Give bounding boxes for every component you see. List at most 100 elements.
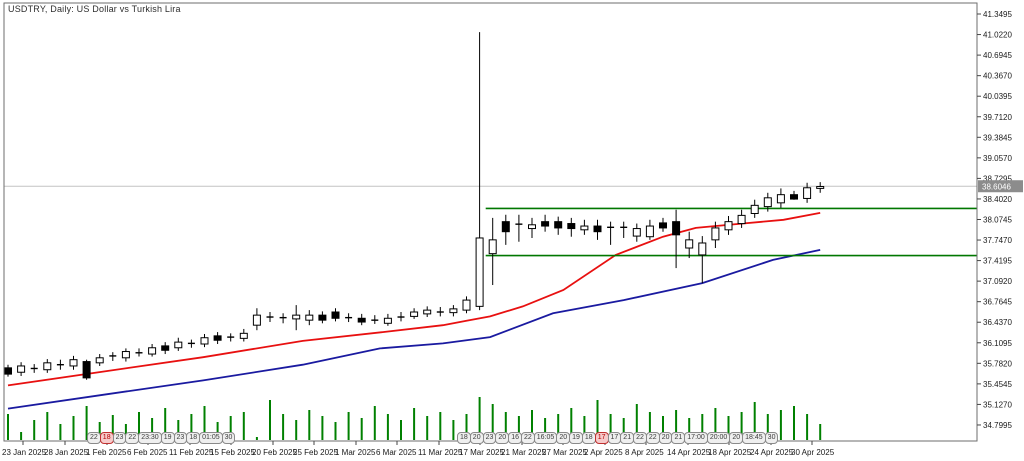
price-tick-label: 38.7295: [983, 174, 1012, 183]
date-tick-label: 15 Feb 2025: [210, 448, 255, 457]
time-tag[interactable]: 01:05: [199, 432, 223, 444]
time-tag[interactable]: 19: [160, 432, 175, 444]
candle-body: [174, 341, 183, 349]
price-tick-label: 37.4195: [983, 257, 1012, 266]
candle-body: [331, 311, 340, 319]
price-tick-label: 41.3495: [983, 10, 1012, 19]
candle-body: [737, 214, 746, 225]
candle-body: [593, 225, 602, 233]
time-tag[interactable]: 18: [186, 432, 201, 444]
candle-body: [803, 187, 812, 199]
date-tick-label: 1 Feb 2025: [86, 448, 127, 457]
current-price-value: 38.6046: [982, 183, 1011, 192]
candle-body: [17, 365, 26, 373]
candle-body: [4, 367, 12, 375]
candle-body: [672, 221, 681, 236]
candle-body: [816, 186, 825, 189]
price-tick-label: 36.4370: [983, 318, 1012, 327]
price-tick-label: 35.1270: [983, 400, 1012, 409]
candle-body: [213, 335, 222, 341]
current-price-box: [978, 180, 1023, 193]
time-tag-highlighted[interactable]: 17: [594, 432, 609, 444]
time-tag[interactable]: 20: [729, 432, 744, 444]
time-tag[interactable]: 18:45: [742, 432, 766, 444]
price-tick-label: 36.7645: [983, 298, 1012, 307]
candle-body: [528, 224, 536, 230]
time-tag[interactable]: 22: [125, 432, 140, 444]
time-tag[interactable]: 17: [607, 432, 622, 444]
price-tick-label: 41.0220: [983, 31, 1012, 40]
time-tag[interactable]: 30: [764, 432, 779, 444]
date-tick-label: 27 Mar 2025: [542, 448, 587, 457]
candle-body: [95, 357, 104, 364]
time-tag[interactable]: 21: [671, 432, 686, 444]
candle-body: [423, 309, 432, 315]
candle-body: [501, 221, 510, 233]
candle-body: [645, 225, 654, 238]
candle-body: [776, 194, 785, 204]
time-tag[interactable]: 20:00: [706, 432, 731, 444]
date-tick-label: 18 Apr 2025: [708, 448, 752, 457]
price-tick-label: 39.0570: [983, 154, 1012, 163]
time-tag[interactable]: 20: [495, 432, 510, 444]
candle-body: [567, 223, 576, 230]
chart-title: USDTRY, Daily: US Dollar vs Turkish Lira: [8, 4, 181, 14]
date-tick-label: 25 Feb 2025: [293, 448, 338, 457]
price-tick-label: 39.7120: [983, 113, 1012, 122]
candle-body: [632, 228, 641, 237]
date-tick-label: 28 Jan 2025: [44, 448, 89, 457]
date-tick-label: 24 Apr 2025: [750, 448, 794, 457]
time-tag[interactable]: 18: [457, 432, 471, 444]
candle-body: [554, 221, 563, 229]
time-tag[interactable]: 17:00: [684, 432, 708, 444]
time-tag[interactable]: 30: [221, 432, 236, 444]
candle-body: [750, 204, 759, 214]
time-tag[interactable]: 22: [633, 432, 647, 444]
price-tick-label: 38.0745: [983, 215, 1012, 224]
candle-body: [449, 308, 458, 314]
time-tag[interactable]: 20: [469, 432, 484, 444]
price-tick-label: 34.7995: [983, 421, 1012, 430]
candle-body: [541, 221, 550, 227]
time-tag[interactable]: 23: [112, 432, 127, 444]
date-tick-label: 11 Mar 2025: [418, 448, 463, 457]
price-tick-label: 40.0395: [983, 92, 1012, 101]
candle-body: [82, 361, 91, 379]
time-tag[interactable]: 23: [482, 432, 497, 444]
price-tick-label: 35.7820: [983, 359, 1012, 368]
time-tag[interactable]: 23: [173, 432, 188, 444]
candle-body: [252, 314, 261, 326]
candle-body: [121, 351, 130, 359]
date-tick-label: 11 Feb 2025: [169, 448, 214, 457]
price-tick-label: 38.4020: [983, 195, 1012, 204]
candle-body: [292, 314, 301, 320]
time-tag-row: 22 18 23 22 23:30 19 23 18 01:05 30: [87, 432, 236, 444]
candle-body: [488, 239, 497, 255]
candle-body: [148, 347, 157, 355]
time-tag[interactable]: 19: [569, 432, 583, 444]
candle-body: [69, 359, 78, 367]
time-tag[interactable]: 22: [645, 432, 660, 444]
time-tag[interactable]: 18: [581, 432, 596, 444]
time-tag[interactable]: 20: [556, 432, 571, 444]
time-tag-highlighted[interactable]: 18: [99, 432, 114, 444]
time-tag[interactable]: 16:05: [533, 432, 558, 444]
date-tick-label: 1 Mar 2025: [335, 448, 376, 457]
candle-body: [475, 237, 484, 307]
time-tag[interactable]: 16: [508, 432, 522, 444]
time-tag[interactable]: 22: [520, 432, 535, 444]
chart-border: [3, 2, 978, 442]
candle-body: [685, 239, 694, 249]
time-tag[interactable]: 22: [87, 432, 101, 444]
time-tag[interactable]: 21: [620, 432, 635, 444]
price-tick-label: 37.0920: [983, 277, 1012, 286]
time-tag[interactable]: 20: [658, 432, 673, 444]
price-axis[interactable]: 41.3495 41.0220 40.6945 40.3670 40.0395 39.71…: [977, 10, 1023, 430]
time-tag[interactable]: 23:30: [138, 432, 162, 444]
candle-body: [318, 314, 327, 321]
ma-fast-line: [7, 212, 821, 387]
candle-body: [161, 345, 170, 351]
